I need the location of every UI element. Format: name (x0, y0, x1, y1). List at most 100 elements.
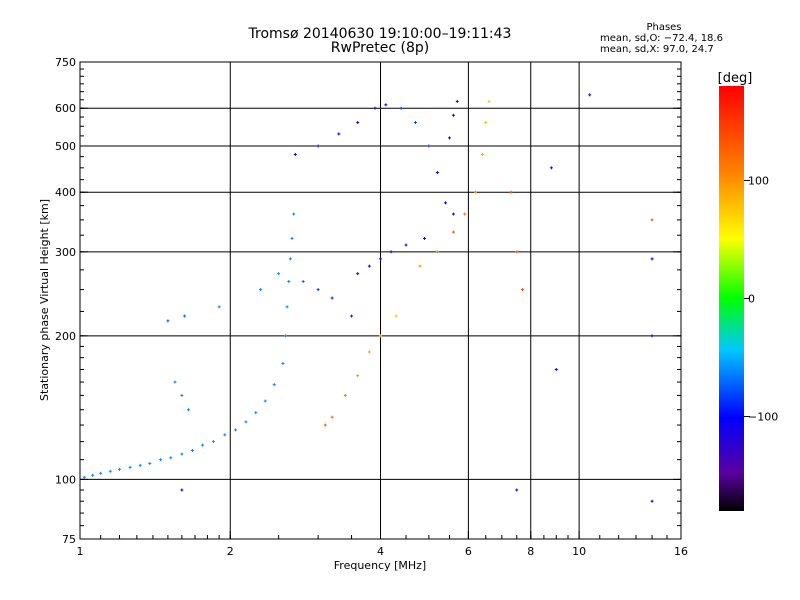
colorbar (719, 86, 744, 511)
data-point (451, 212, 455, 216)
data-point (394, 314, 398, 318)
data-point (263, 399, 267, 403)
data-point (448, 136, 452, 140)
data-point (422, 236, 426, 240)
data-point (330, 296, 334, 300)
data-point (520, 288, 524, 292)
data-point (118, 467, 122, 471)
data-point (287, 279, 291, 283)
data-point (350, 314, 354, 318)
y-tick-label: 200 (55, 330, 76, 343)
phases-title: Phases (646, 22, 682, 33)
data-point (128, 465, 132, 469)
data-point (316, 144, 320, 148)
data-point (283, 334, 287, 338)
colorbar-label: [deg] (718, 71, 753, 86)
data-point (201, 443, 205, 447)
data-point (148, 461, 152, 465)
data-point (444, 201, 448, 205)
data-point (166, 319, 170, 323)
y-tick-label: 750 (55, 56, 76, 69)
data-point (473, 190, 477, 194)
data-point (259, 288, 263, 292)
y-tick-label: 500 (55, 140, 76, 153)
data-point (281, 361, 285, 365)
data-point (373, 106, 377, 110)
data-point (413, 121, 417, 125)
data-point (487, 99, 491, 103)
data-point (285, 305, 289, 309)
data-point (323, 423, 327, 427)
data-point (301, 279, 305, 283)
data-point (356, 374, 360, 378)
data-point (480, 152, 484, 156)
data-point (91, 473, 95, 477)
x-tick-label: 8 (527, 545, 534, 558)
data-point (180, 488, 184, 492)
data-point (316, 288, 320, 292)
data-point (588, 93, 592, 97)
axis-ticks: 1 2 4 6 8 10 16 75 100 200 300 400 500 600 750 (55, 56, 688, 558)
data-point (223, 433, 227, 437)
y-tick-label: 75 (62, 533, 76, 546)
data-point (272, 383, 276, 387)
data-point (293, 152, 297, 156)
data-point (379, 257, 382, 261)
data-point (367, 350, 371, 354)
data-point (183, 314, 187, 318)
data-point (418, 264, 422, 268)
data-point (138, 463, 142, 467)
data-point (330, 415, 334, 419)
data-point (435, 250, 439, 254)
x-axis-label: Frequency [MHz] (334, 559, 426, 572)
data-point (451, 230, 455, 234)
data-point (404, 243, 408, 247)
x-tick-label: 16 (674, 545, 688, 558)
x-tick-label: 1 (77, 545, 84, 558)
colorbar-tick-label: 100 (748, 174, 769, 187)
chart-title: Tromsø 20140630 19:10:00–19:11:43 (248, 26, 512, 42)
data-point (549, 166, 553, 170)
data-point (463, 212, 467, 216)
data-point (108, 469, 112, 473)
data-point (515, 250, 519, 254)
data-point (180, 393, 184, 397)
data-point (190, 448, 194, 452)
data-point (159, 458, 163, 462)
data-point (384, 103, 388, 107)
data-point (217, 305, 221, 309)
data-point (650, 218, 654, 222)
data-point (254, 411, 258, 415)
data-point (435, 170, 439, 174)
data-point (356, 121, 360, 125)
data-point (650, 499, 654, 503)
colorbar-ticks: 100 0 −100 (744, 174, 778, 424)
data-point (234, 428, 238, 432)
data-point (288, 257, 292, 261)
phase-stats-x: mean, sd,X: 97.0, 24.7 (600, 44, 714, 55)
data-point (451, 113, 455, 117)
data-point (455, 99, 459, 103)
y-tick-label: 400 (55, 186, 76, 199)
y-tick-label: 300 (55, 246, 76, 259)
data-point (211, 440, 215, 444)
data-point (187, 408, 191, 412)
data-point (180, 452, 184, 456)
scatter-points (82, 93, 654, 503)
data-point (484, 121, 488, 125)
data-point (367, 264, 371, 268)
data-point (343, 393, 347, 397)
data-point (292, 212, 296, 216)
data-point (82, 475, 86, 479)
data-point (650, 334, 654, 338)
data-point (173, 380, 177, 384)
data-point (99, 471, 103, 475)
chart-subtitle: RwPretec (8p) (330, 40, 430, 56)
x-tick-label: 4 (377, 545, 384, 558)
data-point (389, 250, 393, 254)
data-point (277, 272, 281, 276)
data-point (356, 272, 360, 276)
grid-lines (80, 62, 681, 539)
data-point (509, 190, 513, 194)
x-tick-label: 6 (465, 545, 472, 558)
